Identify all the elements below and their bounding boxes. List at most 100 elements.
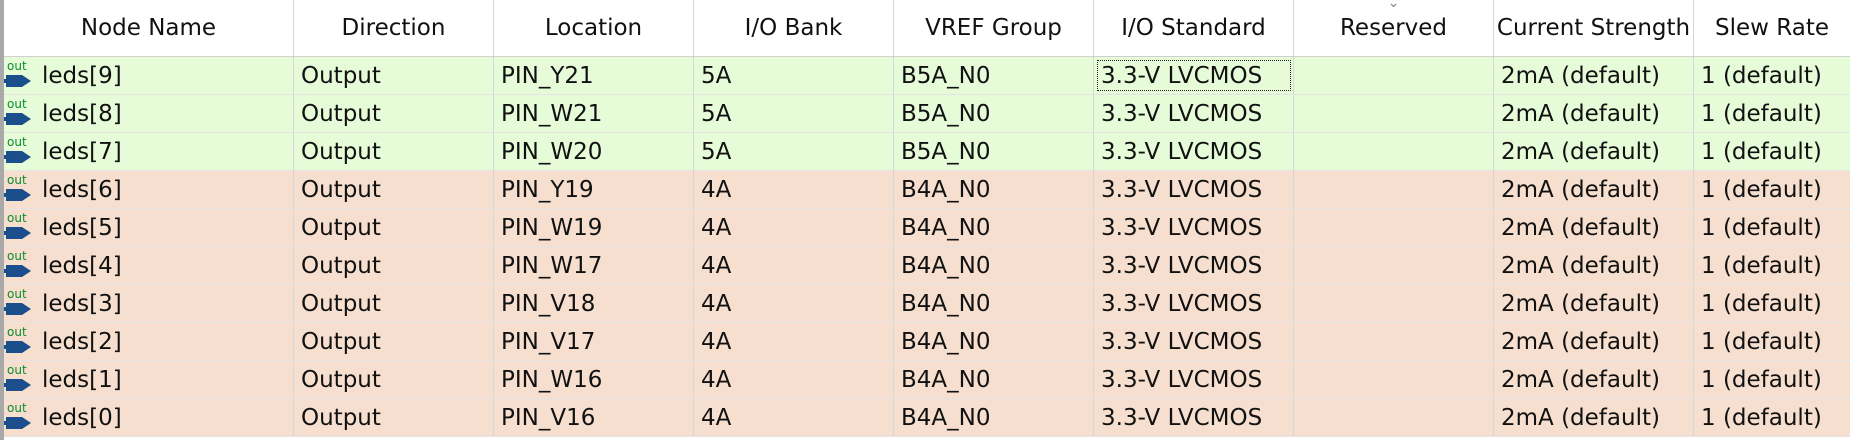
column-header-current-strength[interactable]: Current Strength [1494,0,1694,56]
cell-io-bank[interactable]: 5A [694,57,894,94]
cell-node-name[interactable]: out leds[6] [4,171,294,208]
cell-location[interactable]: PIN_W19 [494,209,694,246]
table-row[interactable]: out leds[0] Output PIN_V16 4A B4A_N0 3.3-V LVC… [4,399,1850,437]
cell-reserved[interactable] [1294,247,1494,284]
cell-slew-rate[interactable]: 1 (default) [1694,361,1850,398]
column-header-slew-rate[interactable]: Slew Rate [1714,15,1829,41]
cell-current-strength[interactable]: 2mA (default) [1494,361,1694,398]
cell-reserved[interactable] [1294,323,1494,360]
cell-io-bank[interactable]: 5A [694,133,894,170]
cell-slew-rate[interactable]: 1 (default) [1694,399,1850,436]
cell-io-bank[interactable]: 4A [694,247,894,284]
cell-slew-rate[interactable]: 1 (default) [1694,247,1850,284]
cell-direction[interactable]: Output [294,133,494,170]
cell-node-name[interactable]: out leds[3] [4,285,294,322]
cell-vref-group[interactable]: B5A_N0 [894,133,1094,170]
cell-current-strength[interactable]: 2mA (default) [1494,209,1694,246]
cell-vref-group[interactable]: B4A_N0 [894,323,1094,360]
cell-io-standard[interactable]: 3.3-V LVCMOS [1094,57,1294,94]
cell-reserved[interactable] [1294,95,1494,132]
cell-io-bank[interactable]: 4A [694,209,894,246]
column-header-io-standard[interactable]: I/O Standard [1094,0,1294,56]
cell-io-standard[interactable]: 3.3-V LVCMOS [1094,95,1294,132]
cell-io-standard[interactable]: 3.3-V LVCMOS [1094,133,1294,170]
cell-direction[interactable]: Output [294,209,494,246]
cell-direction[interactable]: Output [294,57,494,94]
cell-node-name[interactable]: out leds[1] [4,361,294,398]
cell-io-standard[interactable]: 3.3-V LVCMOS [1094,323,1294,360]
cell-direction[interactable]: Output [294,247,494,284]
cell-io-bank[interactable]: 5A [694,95,894,132]
cell-io-standard[interactable]: 3.3-V LVCMOS [1094,209,1294,246]
cell-vref-group[interactable]: B5A_N0 [894,57,1094,94]
cell-current-strength[interactable]: 2mA (default) [1494,171,1694,208]
cell-location[interactable]: PIN_Y19 [494,171,694,208]
cell-io-standard[interactable]: 3.3-V LVCMOS [1094,399,1294,436]
cell-location[interactable]: PIN_V17 [494,323,694,360]
cell-slew-rate[interactable]: 1 (default) [1694,323,1850,360]
cell-location[interactable]: PIN_W20 [494,133,694,170]
cell-node-name[interactable]: out leds[0] [4,399,294,436]
cell-location[interactable]: PIN_Y21 [494,57,694,94]
column-header-direction[interactable]: Direction [294,0,494,56]
cell-io-bank[interactable]: 4A [694,399,894,436]
column-header-io-bank[interactable]: I/O Bank [694,0,894,56]
cell-slew-rate[interactable]: 1 (default) [1694,95,1850,132]
column-header-location[interactable]: Location [494,0,694,56]
cell-vref-group[interactable]: B4A_N0 [894,247,1094,284]
cell-node-name[interactable]: out leds[8] [4,95,294,132]
cell-slew-rate[interactable]: 1 (default) [1694,133,1850,170]
cell-reserved[interactable] [1294,361,1494,398]
cell-node-name[interactable]: out leds[4] [4,247,294,284]
cell-vref-group[interactable]: B4A_N0 [894,361,1094,398]
cell-io-bank[interactable]: 4A [694,285,894,322]
cell-io-standard[interactable]: 3.3-V LVCMOS [1094,361,1294,398]
cell-reserved[interactable] [1294,171,1494,208]
cell-direction[interactable]: Output [294,323,494,360]
cell-direction[interactable]: Output [294,171,494,208]
cell-slew-rate[interactable]: 1 (default) [1694,57,1850,94]
cell-io-standard[interactable]: 3.3-V LVCMOS [1094,171,1294,208]
cell-location[interactable]: PIN_V16 [494,399,694,436]
cell-slew-rate[interactable]: 1 (default) [1694,171,1850,208]
cell-location[interactable]: PIN_W16 [494,361,694,398]
cell-io-standard[interactable]: 3.3-V LVCMOS [1094,285,1294,322]
cell-node-name[interactable]: out leds[2] [4,323,294,360]
cell-node-name[interactable]: out leds[9] [4,57,294,94]
cell-slew-rate[interactable]: 1 (default) [1694,285,1850,322]
table-row[interactable]: out leds[5] Output PIN_W19 4A B4A_N0 3.3-V LVC… [4,209,1850,247]
column-header-reserved[interactable]: ⌄ Reserved [1294,0,1494,56]
cell-location[interactable]: PIN_W21 [494,95,694,132]
cell-io-bank[interactable]: 4A [694,323,894,360]
cell-io-bank[interactable]: 4A [694,361,894,398]
cell-current-strength[interactable]: 2mA (default) [1494,133,1694,170]
table-row[interactable]: out leds[2] Output PIN_V17 4A B4A_N0 3.3-V LVC… [4,323,1850,361]
cell-current-strength[interactable]: 2mA (default) [1494,323,1694,360]
cell-reserved[interactable] [1294,285,1494,322]
cell-node-name[interactable]: out leds[7] [4,133,294,170]
column-header-vref-group[interactable]: VREF Group [894,0,1094,56]
cell-io-standard[interactable]: 3.3-V LVCMOS [1094,247,1294,284]
cell-vref-group[interactable]: B4A_N0 [894,399,1094,436]
cell-location[interactable]: PIN_V18 [494,285,694,322]
table-row[interactable]: out leds[3] Output PIN_V18 4A B4A_N0 3.3-V LVC… [4,285,1850,323]
cell-current-strength[interactable]: 2mA (default) [1494,247,1694,284]
cell-direction[interactable]: Output [294,399,494,436]
cell-io-bank[interactable]: 4A [694,171,894,208]
cell-vref-group[interactable]: B5A_N0 [894,95,1094,132]
cell-slew-rate[interactable]: 1 (default) [1694,209,1850,246]
cell-current-strength[interactable]: 2mA (default) [1494,399,1694,436]
cell-location[interactable]: PIN_W17 [494,247,694,284]
cell-reserved[interactable] [1294,399,1494,436]
cell-current-strength[interactable]: 2mA (default) [1494,95,1694,132]
cell-vref-group[interactable]: B4A_N0 [894,285,1094,322]
cell-direction[interactable]: Output [294,95,494,132]
table-row[interactable]: out leds[4] Output PIN_W17 4A B4A_N0 3.3-V LVC… [4,247,1850,285]
cell-reserved[interactable] [1294,209,1494,246]
table-row[interactable]: out leds[8] Output PIN_W21 5A B5A_N0 3.3-V LVC… [4,95,1850,133]
table-row[interactable]: out leds[7] Output PIN_W20 5A B5A_N0 3.3-V LVC… [4,133,1850,171]
cell-vref-group[interactable]: B4A_N0 [894,171,1094,208]
cell-current-strength[interactable]: 2mA (default) [1494,57,1694,94]
cell-direction[interactable]: Output [294,285,494,322]
cell-current-strength[interactable]: 2mA (default) [1494,285,1694,322]
